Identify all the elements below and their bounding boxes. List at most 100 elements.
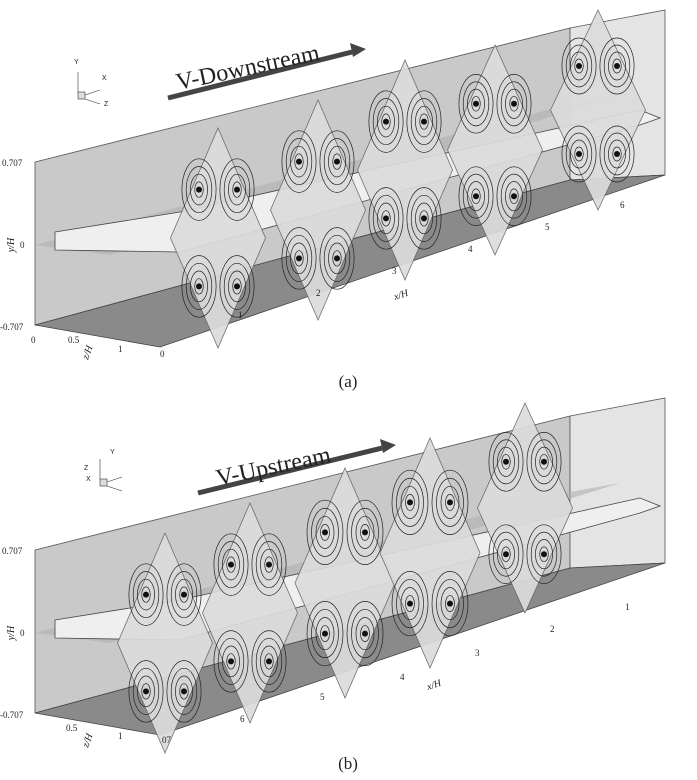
x-tick-label: 6 [240,714,245,724]
vortex-core [143,688,149,695]
streamline [128,660,164,723]
streamline [223,166,251,214]
vortex-core [447,499,453,506]
cross-section [170,126,266,350]
streamline [467,181,485,212]
streamline [190,270,208,303]
z-tick-label: 0.5 [68,335,80,345]
vortex-core [447,600,453,607]
triad-axis [106,485,123,492]
streamline [226,556,236,573]
streamline [260,548,278,581]
streamline [285,138,313,186]
streamline [181,255,217,318]
z-axis-label: z/H [80,343,96,361]
streamline [431,469,469,535]
cross-section [447,44,543,256]
streamline [561,37,597,95]
streamline [599,37,635,95]
streamline [396,477,424,527]
streamline [290,242,308,275]
streamline [223,262,251,310]
streamline [509,96,519,112]
vortex-core [576,151,582,157]
cross-section [270,98,366,322]
streamline [213,533,249,596]
vortex-core [228,561,234,568]
cross-section [117,531,213,755]
z-tick-label: 0.5 [66,723,78,733]
triad-label: Z [104,101,109,108]
arrow-label: V-Downstream [174,40,322,96]
z-tick-label: 07 [162,735,172,745]
streamline [530,531,558,577]
streamline [603,44,631,88]
streamline [281,130,317,193]
streamline [599,125,635,183]
x-tick-label: 4 [468,244,473,254]
streamline [381,210,391,227]
streamline [539,454,549,470]
streamline [561,125,597,183]
streamline [565,44,593,88]
streamline [436,579,464,629]
vortex-core [228,658,234,665]
streamline [128,563,164,626]
streamline [391,571,429,637]
streamline [185,262,213,310]
streamline [170,667,198,715]
streamline [565,132,593,176]
streamline [436,477,464,527]
x-tick-label: 2 [550,624,555,634]
vortex-core [334,255,340,262]
z-tick-label: 1 [118,731,123,741]
streamline [355,515,375,549]
streamline [132,571,160,619]
triad-label: Y [110,449,115,456]
streamline [612,146,622,162]
streamline [217,637,245,685]
streamline [228,173,246,206]
vortex-core [421,215,427,222]
streamline [405,595,415,613]
z-axis-label: z/H [80,731,96,749]
streamline [526,432,562,492]
streamline [419,113,429,130]
x-axis-label: x/H [425,678,444,693]
streamline [471,96,481,112]
vortex-core [407,600,413,607]
streamline [574,58,584,74]
x-tick-label: 1 [238,310,243,320]
z-tick-label: 1 [118,344,123,354]
streamline [535,539,553,570]
vortex-core [322,529,328,536]
streamline [497,446,515,477]
streamline [381,113,391,130]
y-tick-label: 0.707 [2,158,23,168]
streamline [501,546,511,562]
streamline [497,539,515,570]
streamline [213,630,249,693]
y-tick-label: -0.707 [0,710,24,720]
streamline [406,187,442,250]
streamline [603,132,631,176]
streamline [255,541,283,589]
cross-section [379,436,481,670]
x-tick-label: 1 [625,602,630,612]
flow-arrow [197,445,383,496]
streamline [458,166,494,226]
streamline [372,194,400,242]
streamline [471,188,481,204]
streamline [264,556,274,573]
streamline [440,587,460,621]
vortex-core [296,255,302,262]
streamline [526,524,562,584]
streamline [368,90,404,153]
triad-label: Z [84,465,89,472]
y-tick-label: 0 [20,240,25,250]
streamline [175,578,193,611]
streamline [396,579,424,629]
vortex-core [511,193,517,200]
streamline [355,617,375,651]
streamline [467,88,485,119]
